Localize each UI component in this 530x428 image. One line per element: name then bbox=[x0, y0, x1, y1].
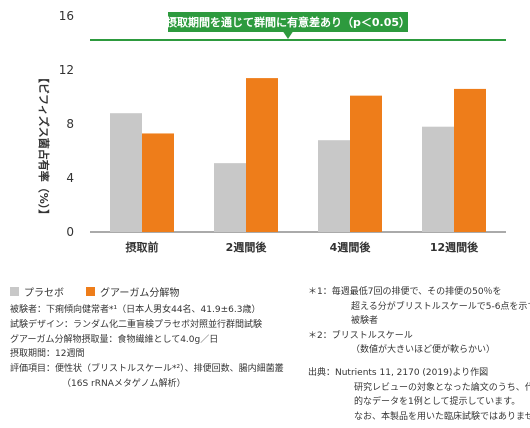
significance-box bbox=[168, 12, 408, 32]
legend-label-placebo: プラセボ bbox=[24, 288, 64, 299]
subjects-line: 被験者：下痢傾向健常者*¹（日本人男女44名、41.9±6.3歳） bbox=[10, 305, 261, 315]
x-tick-label: 4週間後 bbox=[330, 240, 372, 254]
y-tick-label: 0 bbox=[66, 225, 74, 239]
source-line: 出典：Nutrients 11, 2170 (2019)より作図 bbox=[308, 367, 489, 378]
footnote-1-line: ＊1：毎週最低7回の排便で、その排便の50％を bbox=[308, 287, 502, 297]
endpoints-line-cont: （16S rRNAメタゲノム解析） bbox=[62, 378, 186, 389]
legend-swatch-placebo bbox=[10, 287, 19, 296]
legend-item-placebo: プラセボ bbox=[10, 284, 64, 299]
y-tick-label: 8 bbox=[66, 117, 74, 131]
x-tick-label: 摂取前 bbox=[126, 240, 159, 254]
source-line: 研究レビューの対象となった論文のうち、代表 bbox=[354, 382, 530, 393]
significance-pointer bbox=[282, 30, 294, 39]
footnote-1-line: 被験者 bbox=[351, 316, 379, 327]
footnotes: ＊1：毎週最低7回の排便で、その排便の50％を 超える分がブリストルスケールで5… bbox=[308, 285, 530, 424]
legend-label-guar: グアーガム分解物 bbox=[100, 288, 180, 299]
design-line: 試験デザイン：ランダム化二重盲検プラセボ対照並行群間試験 bbox=[10, 319, 263, 330]
y-tick-label: 4 bbox=[66, 171, 74, 185]
footnote-2-line: ＊2：ブリストルスケール bbox=[308, 330, 413, 341]
y-tick-label: 16 bbox=[59, 9, 74, 23]
bar-placebo bbox=[214, 163, 246, 232]
legend: プラセボ グアーガム分解物 bbox=[10, 284, 179, 299]
y-axis-label: 【ビフィズス菌占有率（%）】 bbox=[37, 72, 51, 220]
legend-swatch-guar bbox=[86, 287, 95, 296]
dose-line: グアーガム分解物摂取量：食物繊維として4.0g／日 bbox=[10, 334, 219, 345]
source-line: 的なデータを1例として提示しています。 bbox=[354, 397, 521, 408]
endpoints-line: 評価項目：便性状（ブリストルスケール*²）、排便回数、腸内細菌叢 bbox=[10, 364, 284, 375]
bar-placebo bbox=[422, 126, 454, 232]
x-tick-label: 2週間後 bbox=[226, 240, 268, 254]
bar-placebo bbox=[110, 113, 142, 232]
source-line: なお、本製品を用いた臨床試験ではありません。 bbox=[354, 411, 530, 422]
x-tick-label: 12週間後 bbox=[430, 240, 479, 254]
significance-text: 摂取期間を通じて群間に有意差あり（p＜0.05） bbox=[166, 15, 410, 29]
bar-guar bbox=[142, 133, 174, 232]
bar-placebo bbox=[318, 140, 350, 232]
bar-guar bbox=[246, 78, 278, 232]
footnote-1-line: 超える分がブリストルスケールで5-6点を示す bbox=[351, 301, 530, 312]
footnote-2-line: （数値が大きいほど便が軟らかい） bbox=[351, 345, 496, 356]
study-details: 被験者：下痢傾向健常者*¹（日本人男女44名、41.9±6.3歳） 試験デザイン… bbox=[10, 303, 284, 392]
bar-guar bbox=[454, 88, 486, 233]
period-line: 摂取期間：12週間 bbox=[10, 349, 85, 360]
y-tick-label: 12 bbox=[59, 63, 74, 77]
bar-guar bbox=[350, 95, 382, 233]
legend-item-guar: グアーガム分解物 bbox=[86, 284, 179, 299]
